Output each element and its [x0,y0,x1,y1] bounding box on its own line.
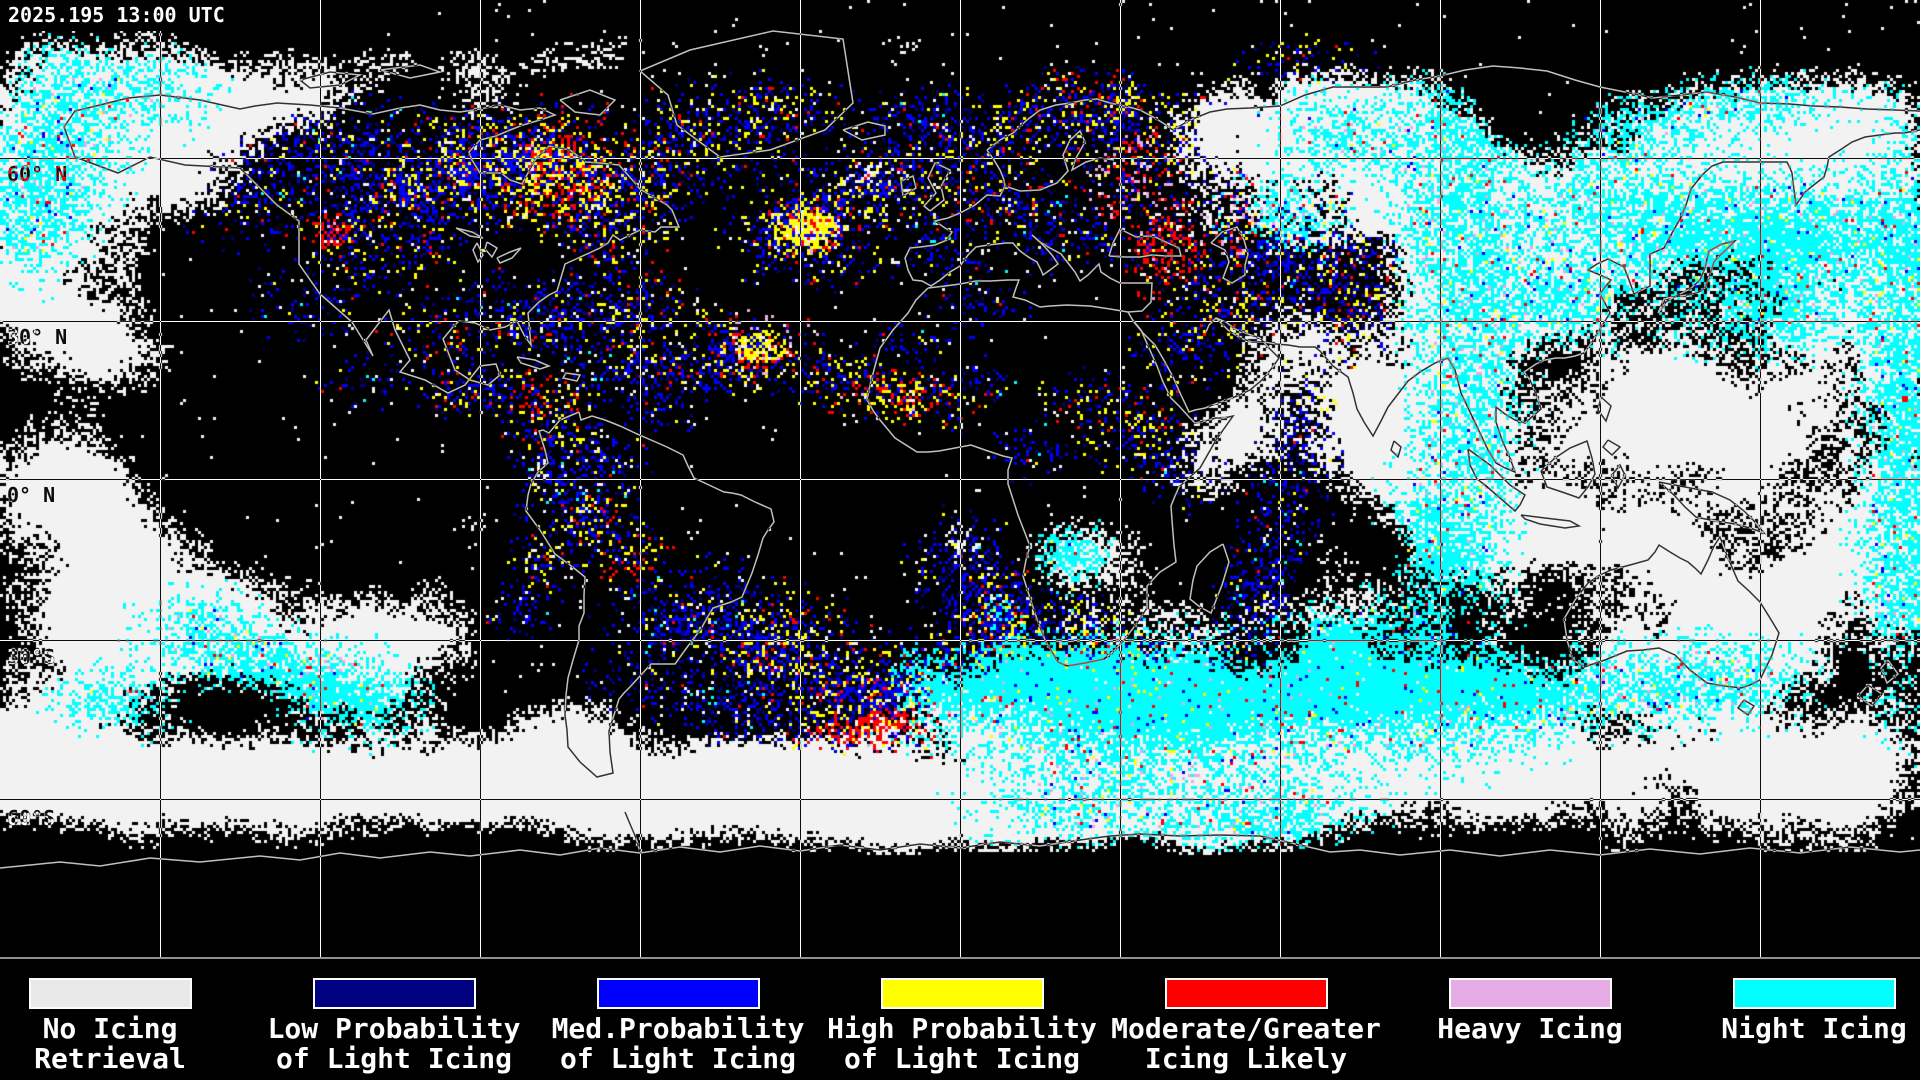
map-bottom-border [0,957,1920,959]
legend-swatch [881,978,1044,1009]
legend-label-line1: No Icing [42,1012,178,1045]
coastline-path [516,356,552,370]
legend-label-line1: High Probability [827,1012,1097,1045]
coastline-path [1856,684,1884,708]
coastline-path [525,411,775,778]
coastline-path [1520,514,1582,529]
coastline-path [1880,659,1900,685]
legend-label-line1: Low Probability [267,1012,521,1045]
legend-swatch [597,978,760,1009]
legend-label-line1: Med.Probability [551,1012,805,1045]
legend-swatch [313,978,476,1009]
coastline-path [1658,481,1767,535]
lat-label: 0° N [7,483,56,507]
grid-hline [0,640,1920,641]
coastline-path [0,833,1920,869]
coastline-path [63,94,681,394]
coastline-path [986,65,1920,151]
legend-swatch [1165,978,1328,1009]
coastlines-overlay [0,30,1920,869]
legend-label-line1: Night Icing [1721,1012,1907,1045]
coastline-path [561,372,582,382]
coastline-path [496,247,522,264]
coastline-path [1390,440,1402,459]
coastline-path [299,71,363,89]
coastline-path [1736,699,1756,717]
legend-label-line2: of Light Icing [843,1042,1081,1075]
coastline-path [1467,448,1526,513]
legend-label-line2: of Light Icing [275,1042,513,1075]
legend-label-line2: Icing Likely [1144,1042,1348,1075]
legend-swatch [1733,978,1896,1009]
coastline-path [484,241,499,259]
lat-label: 30°S [7,645,56,669]
coastline-path [1540,439,1596,499]
coastline-path [624,811,641,853]
coastline-path [379,64,443,79]
coastline-path [1132,317,1280,413]
legend-label-line2: of Light Icing [559,1042,797,1075]
legend-label-line1: Heavy Icing [1437,1012,1623,1045]
coastline-path [1215,129,1920,474]
legend-label-line1: Moderate/Greater [1111,1012,1381,1045]
grid-hline [0,479,1920,480]
grid-hline [0,158,1920,159]
coastline-path [1611,463,1626,490]
coastline-path [638,30,854,158]
coastline-path [1597,396,1612,423]
timestamp-label: 2025.195 13:00 UTC [0,0,235,31]
lat-label: 60°S [7,806,56,830]
coastline-path [455,227,484,239]
grid-hline [0,321,1920,322]
coastline-path [559,89,617,116]
global-icing-map: 60° N 30° N 0° N 30°S 60°S 2025.195 13:00 UT… [0,0,1920,958]
coastline-path [904,185,1153,313]
coastline-path [986,149,1006,187]
coastline-path [1563,535,1780,689]
lat-label: 30° N [7,325,68,349]
coastline-path [472,242,484,264]
legend-label-line2: Retrieval [34,1042,186,1075]
grid-hline [0,799,1920,800]
coastline-path [842,121,886,141]
coastline-path [1657,239,1738,314]
coastline-path [1004,129,1115,192]
coastline-path [1601,439,1622,457]
coastline-path [1210,226,1249,284]
legend-bar: No Icing Retrieval Low Probability of Light… [0,959,1920,1080]
coastline-path [900,174,917,197]
coastline-path [1189,543,1230,615]
legend-swatch [1449,978,1612,1009]
coastline-path [922,162,952,212]
coastline-path [1108,227,1182,258]
lat-label: 60° N [7,162,68,186]
legend-swatch [29,978,192,1009]
coastline-path [866,287,1235,667]
